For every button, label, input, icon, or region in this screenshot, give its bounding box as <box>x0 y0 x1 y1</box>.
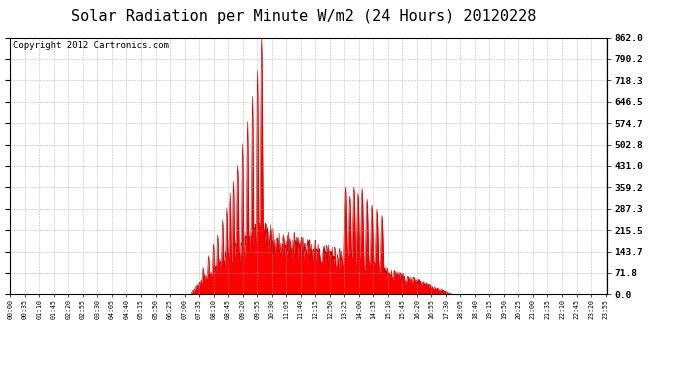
Text: Copyright 2012 Cartronics.com: Copyright 2012 Cartronics.com <box>13 41 169 50</box>
Text: Solar Radiation per Minute W/m2 (24 Hours) 20120228: Solar Radiation per Minute W/m2 (24 Hour… <box>71 9 536 24</box>
